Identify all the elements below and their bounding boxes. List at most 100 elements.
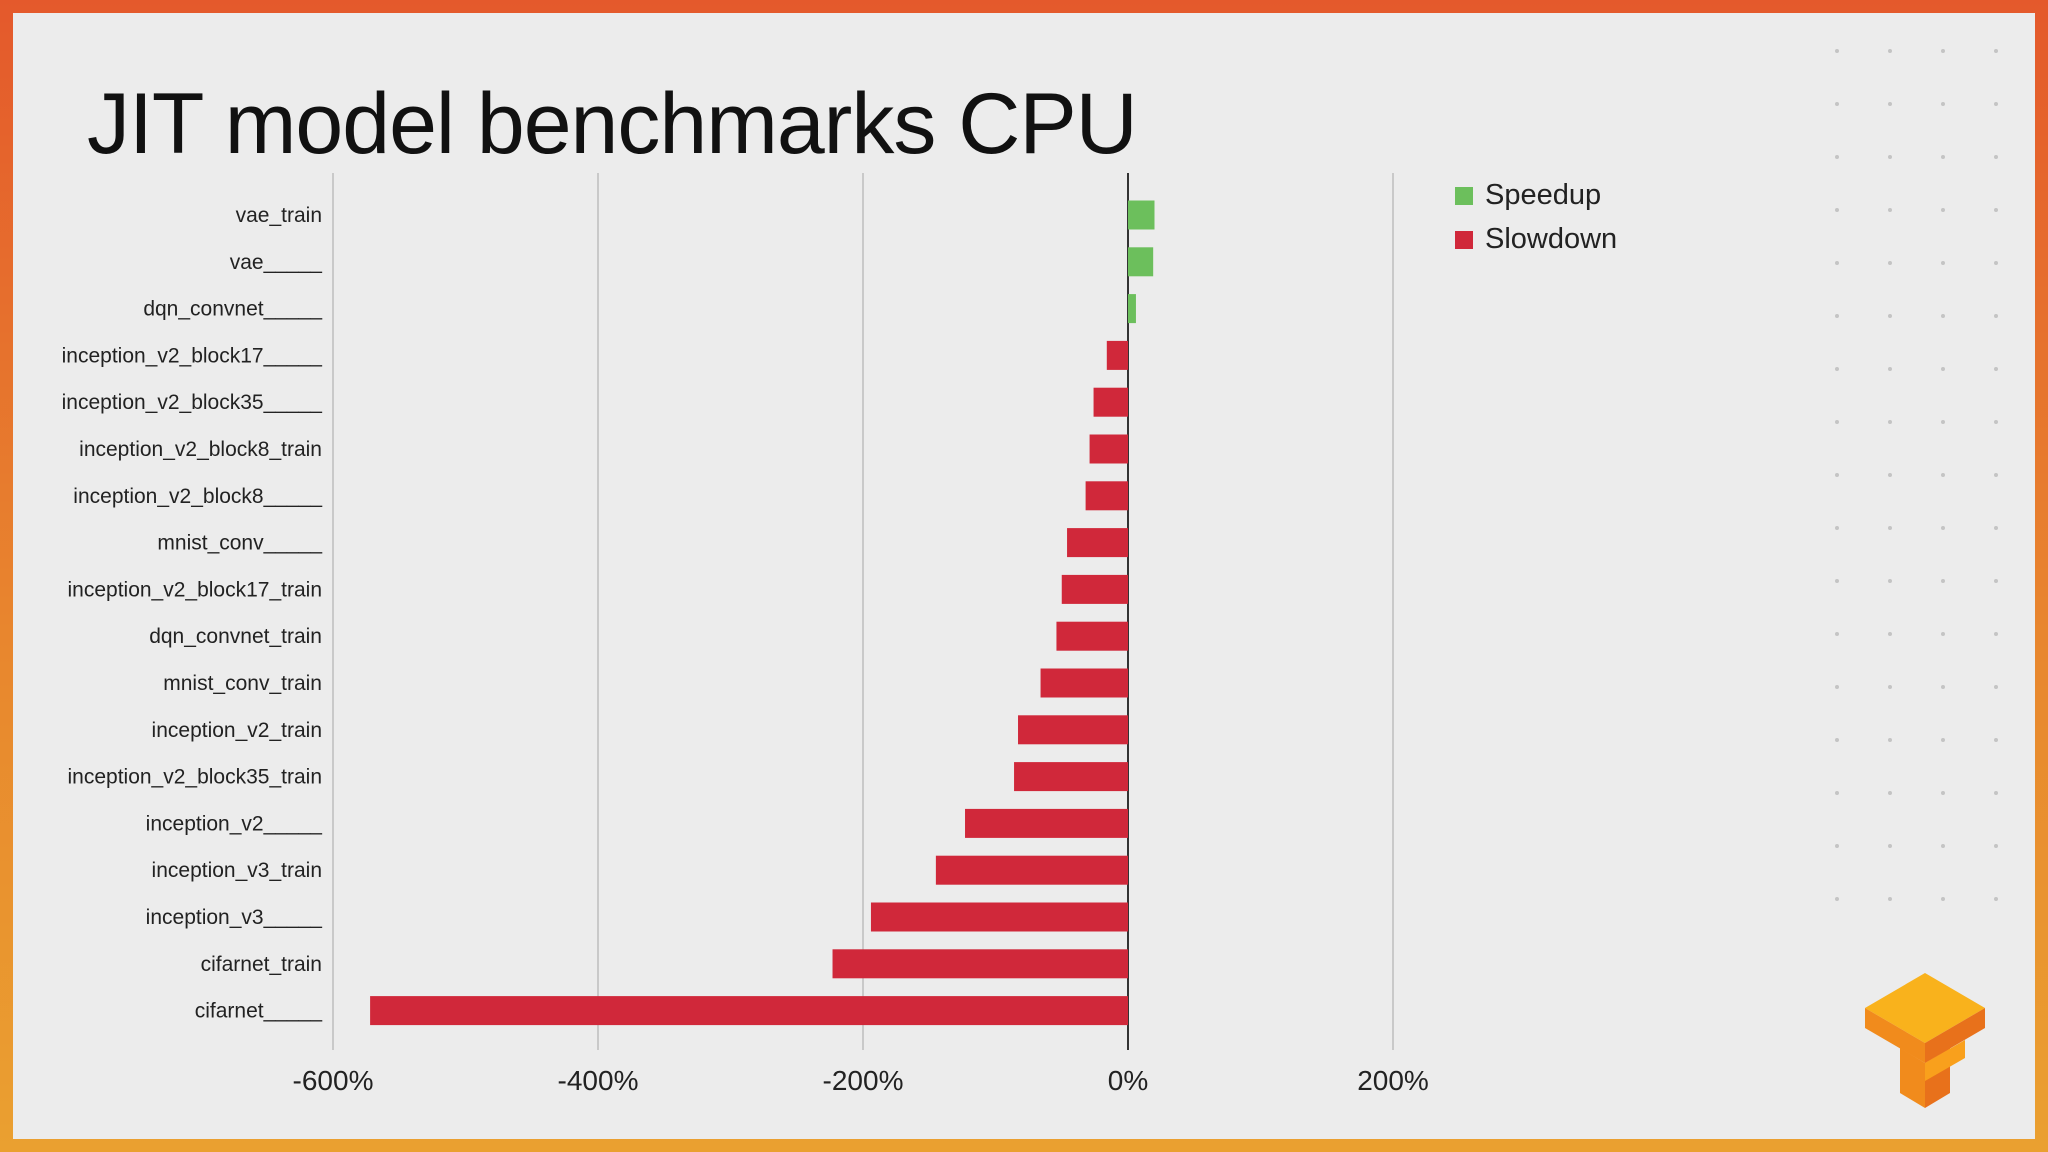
decorative-dot <box>1994 420 1998 424</box>
decorative-dot <box>1888 420 1892 424</box>
decorative-dot <box>1835 420 1839 424</box>
category-label: vae_____ <box>230 251 323 274</box>
decorative-dot <box>1835 208 1839 212</box>
decorative-dot <box>1994 102 1998 106</box>
x-tick-label: -200% <box>823 1065 904 1096</box>
category-label: cifarnet_____ <box>195 1000 323 1023</box>
category-label: mnist_conv_train <box>163 672 322 695</box>
decorative-dot <box>1941 685 1945 689</box>
slowdown-bar <box>1056 621 1128 651</box>
decorative-dot <box>1994 208 1998 212</box>
decorative-dot <box>1994 49 1998 53</box>
slowdown-bar <box>1085 481 1128 511</box>
decorative-dot-grid <box>1835 49 1998 901</box>
decorative-dot <box>1994 261 1998 265</box>
decorative-dot <box>1941 367 1945 371</box>
decorative-dot <box>1941 102 1945 106</box>
speedup-bar <box>1128 247 1154 277</box>
slowdown-bar <box>832 949 1128 979</box>
tensorflow-logo-icon <box>1865 973 1985 1108</box>
slowdown-bar <box>935 855 1128 885</box>
decorative-dot <box>1888 526 1892 530</box>
decorative-dot <box>1941 155 1945 159</box>
decorative-dot <box>1994 685 1998 689</box>
decorative-dot <box>1941 208 1945 212</box>
slowdown-bar <box>1014 762 1128 792</box>
decorative-dot <box>1994 155 1998 159</box>
category-label: inception_v2_block8_____ <box>73 485 322 508</box>
category-label: dqn_convnet_____ <box>143 298 322 321</box>
decorative-dot <box>1994 632 1998 636</box>
slowdown-bar <box>1106 340 1128 370</box>
category-label: inception_v2_block35_____ <box>62 391 323 414</box>
legend-swatch-slowdown <box>1455 231 1473 249</box>
decorative-dot <box>1941 473 1945 477</box>
decorative-dot <box>1941 526 1945 530</box>
page-title: JIT model benchmarks CPU <box>87 76 1138 172</box>
decorative-dot <box>1888 102 1892 106</box>
decorative-dot <box>1888 367 1892 371</box>
slide: JIT model benchmarks CPU -600% -400% -200%… <box>13 13 2035 1139</box>
category-label: inception_v2_block8_train <box>79 438 322 461</box>
speedup-bar <box>1128 294 1136 324</box>
decorative-dot <box>1888 897 1892 901</box>
legend-swatch-speedup <box>1455 187 1473 205</box>
decorative-dot <box>1888 579 1892 583</box>
decorative-dot <box>1941 632 1945 636</box>
decorative-dot <box>1888 685 1892 689</box>
slowdown-bar <box>1061 574 1128 604</box>
category-label: inception_v2_____ <box>146 812 323 835</box>
slowdown-bar <box>1089 434 1128 464</box>
decorative-dot <box>1994 738 1998 742</box>
category-label: dqn_convnet_train <box>149 625 322 648</box>
decorative-dot <box>1888 632 1892 636</box>
decorative-dot <box>1835 102 1839 106</box>
decorative-dot <box>1888 314 1892 318</box>
slowdown-bar <box>1040 668 1128 698</box>
decorative-dot <box>1888 791 1892 795</box>
decorative-dot <box>1941 897 1945 901</box>
decorative-dot <box>1941 261 1945 265</box>
decorative-dot <box>1994 314 1998 318</box>
decorative-dot <box>1994 473 1998 477</box>
legend-label-speedup: Speedup <box>1485 179 1601 211</box>
x-tick-label: -400% <box>558 1065 639 1096</box>
decorative-dot <box>1941 791 1945 795</box>
decorative-dot <box>1888 155 1892 159</box>
category-label: inception_v2_train <box>152 719 322 742</box>
category-label: inception_v2_block17_train <box>67 578 322 601</box>
decorative-dot <box>1835 632 1839 636</box>
x-tick-label: 200% <box>1357 1065 1429 1096</box>
decorative-dot <box>1835 314 1839 318</box>
decorative-dot <box>1888 844 1892 848</box>
category-label: inception_v3_____ <box>146 906 323 929</box>
decorative-dot <box>1888 49 1892 53</box>
decorative-dot <box>1941 844 1945 848</box>
decorative-dot <box>1941 579 1945 583</box>
decorative-dot <box>1941 738 1945 742</box>
decorative-dot <box>1994 526 1998 530</box>
slowdown-bar <box>1067 528 1128 558</box>
category-label: inception_v2_block17_____ <box>62 344 323 367</box>
speedup-bar <box>1128 200 1155 230</box>
decorative-dot <box>1888 473 1892 477</box>
decorative-dot <box>1941 49 1945 53</box>
decorative-dot <box>1835 367 1839 371</box>
decorative-dot <box>1941 420 1945 424</box>
decorative-dot <box>1835 155 1839 159</box>
bar-chart: -600% -400% -200% 0% 200% vae_train vae_____dq… <box>62 173 1617 1096</box>
slowdown-bar <box>1093 387 1128 417</box>
category-label: cifarnet_train <box>201 953 322 976</box>
decorative-dot <box>1835 579 1839 583</box>
decorative-dot <box>1835 473 1839 477</box>
decorative-dot <box>1835 738 1839 742</box>
decorative-dot <box>1835 49 1839 53</box>
decorative-dot <box>1994 367 1998 371</box>
decorative-dot <box>1941 314 1945 318</box>
decorative-dot <box>1994 844 1998 848</box>
slowdown-bar <box>370 996 1129 1026</box>
decorative-dot <box>1835 526 1839 530</box>
decorative-dot <box>1888 738 1892 742</box>
decorative-dot <box>1994 791 1998 795</box>
decorative-dot <box>1835 844 1839 848</box>
